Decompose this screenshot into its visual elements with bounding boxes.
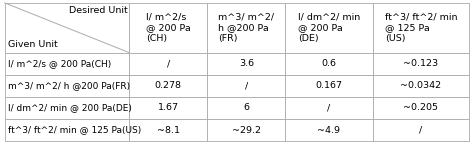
Bar [285,3,373,53]
Text: ~0.123: ~0.123 [403,59,438,68]
Text: /: / [328,103,330,112]
Text: 0.278: 0.278 [155,81,182,90]
Bar [129,119,207,141]
Bar [5,53,129,75]
Text: ~8.1: ~8.1 [157,126,180,134]
Text: ~0.0342: ~0.0342 [401,81,441,90]
Text: m^3/ m^2/ h @200 Pa(FR): m^3/ m^2/ h @200 Pa(FR) [8,81,130,90]
Bar [5,75,129,97]
Text: /: / [419,126,423,134]
Text: Desired Unit: Desired Unit [69,6,128,15]
Text: 6: 6 [243,103,249,112]
Bar [207,3,285,53]
Bar [207,97,285,119]
Bar [373,3,469,53]
Text: m^3/ m^2/
h @200 Pa
(FR): m^3/ m^2/ h @200 Pa (FR) [218,13,274,43]
Text: l/ dm^2/ min
@ 200 Pa
(DE): l/ dm^2/ min @ 200 Pa (DE) [298,13,360,43]
Bar [285,119,373,141]
Bar [129,97,207,119]
Text: ft^3/ ft^2/ min
@ 125 Pa
(US): ft^3/ ft^2/ min @ 125 Pa (US) [385,13,457,43]
Text: l/ m^2/s @ 200 Pa(CH): l/ m^2/s @ 200 Pa(CH) [8,59,111,68]
Bar [373,53,469,75]
Bar [373,75,469,97]
Text: 3.6: 3.6 [239,59,254,68]
Bar [207,75,285,97]
Text: ~4.9: ~4.9 [318,126,340,134]
Text: ft^3/ ft^2/ min @ 125 Pa(US): ft^3/ ft^2/ min @ 125 Pa(US) [8,126,141,134]
Text: /: / [167,59,170,68]
Text: l/ m^2/s
@ 200 Pa
(CH): l/ m^2/s @ 200 Pa (CH) [146,13,191,43]
Bar [207,53,285,75]
Text: 1.67: 1.67 [158,103,179,112]
Text: 0.167: 0.167 [316,81,343,90]
Bar [129,53,207,75]
Text: l/ dm^2/ min @ 200 Pa(DE): l/ dm^2/ min @ 200 Pa(DE) [8,103,132,112]
Bar [5,119,129,141]
Bar [5,97,129,119]
Bar [373,97,469,119]
Bar [373,119,469,141]
Text: Given Unit: Given Unit [8,40,57,49]
Text: ~0.205: ~0.205 [403,103,438,112]
Bar [285,97,373,119]
Bar [129,3,207,53]
Bar [285,75,373,97]
Text: 0.6: 0.6 [321,59,337,68]
Bar [129,75,207,97]
Bar [207,119,285,141]
Bar [5,3,129,53]
Text: /: / [245,81,248,90]
Text: ~29.2: ~29.2 [232,126,261,134]
Bar [285,53,373,75]
